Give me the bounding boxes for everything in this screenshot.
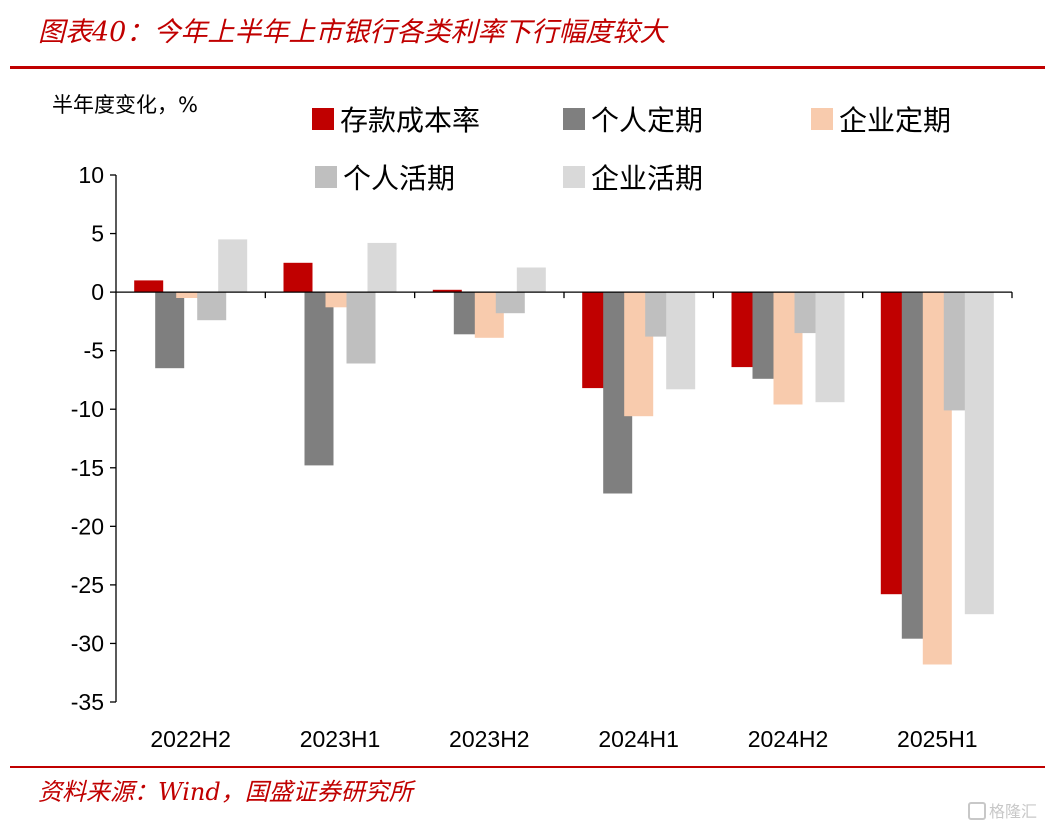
bar-2022H2-s4 bbox=[218, 239, 248, 293]
legend-swatch-3 bbox=[315, 166, 337, 188]
legend-label-3: 个人活期 bbox=[343, 162, 455, 195]
title-rule bbox=[10, 66, 1045, 69]
bar-2025H1-s4 bbox=[964, 292, 994, 615]
bar-2024H1-s4 bbox=[666, 292, 696, 390]
y-tick-label: -25 bbox=[71, 572, 104, 598]
y-tick-label: 0 bbox=[91, 279, 104, 305]
bar-2022H2-s0 bbox=[134, 280, 164, 293]
y-axis-label: 半年度变化，% bbox=[52, 93, 198, 117]
y-tick-label: -20 bbox=[71, 513, 104, 539]
bar-2023H2-s3 bbox=[495, 292, 525, 314]
y-tick-label: -35 bbox=[71, 689, 104, 715]
y-tick-label: -15 bbox=[71, 455, 104, 481]
watermark-text: 格隆汇 bbox=[989, 802, 1038, 821]
y-tick-label: -5 bbox=[84, 338, 104, 364]
bar-2022H2-s1 bbox=[155, 292, 185, 369]
bars-group bbox=[134, 239, 994, 665]
x-tick-label-2025H1: 2025H1 bbox=[897, 726, 978, 752]
legend-label-4: 企业活期 bbox=[591, 162, 703, 195]
legend-label-1: 个人定期 bbox=[591, 104, 703, 137]
bar-2024H2-s4 bbox=[815, 292, 845, 403]
legend-swatch-0 bbox=[312, 108, 334, 130]
y-tick-label: 10 bbox=[78, 162, 104, 188]
y-tick-label: -10 bbox=[71, 396, 104, 422]
watermark-logo-icon bbox=[968, 802, 986, 820]
x-tick-label-2023H1: 2023H1 bbox=[300, 726, 381, 752]
x-tick-label-2024H2: 2024H2 bbox=[748, 726, 829, 752]
bar-2023H2-s0 bbox=[432, 289, 462, 293]
legend-swatch-1 bbox=[563, 108, 585, 130]
source-rule bbox=[10, 766, 1045, 768]
x-tick-label-2024H1: 2024H1 bbox=[598, 726, 679, 752]
axes-group: 10 5 0 -5 -10 -15 -20 -25 -30 -35 2022H2 2023H1 2023… bbox=[71, 162, 1013, 752]
legend-swatch-4 bbox=[563, 166, 585, 188]
bar-2023H1-s4 bbox=[367, 242, 397, 293]
bar-2022H2-s3 bbox=[197, 292, 227, 321]
source-note: 资料来源：Wind，国盛证券研究所 bbox=[38, 778, 413, 806]
legend-label-2: 企业定期 bbox=[839, 104, 951, 137]
chart-title: 图表40：今年上半年上市银行各类利率下行幅度较大 bbox=[38, 17, 667, 48]
bar-2023H1-s0 bbox=[283, 262, 313, 293]
watermark: 格隆汇 bbox=[968, 798, 1037, 822]
bar-2022H2-s2 bbox=[176, 292, 206, 298]
y-tick-label: 5 bbox=[91, 221, 104, 247]
legend-swatch-2 bbox=[811, 108, 833, 130]
x-tick-label-2022H2: 2022H2 bbox=[150, 726, 231, 752]
bar-2023H2-s4 bbox=[516, 267, 546, 293]
bar-2023H1-s1 bbox=[304, 292, 334, 466]
bar-2023H1-s3 bbox=[346, 292, 376, 364]
legend-label-0: 存款成本率 bbox=[340, 104, 480, 137]
x-tick-label-2023H2: 2023H2 bbox=[449, 726, 530, 752]
y-tick-label: -30 bbox=[71, 630, 104, 656]
